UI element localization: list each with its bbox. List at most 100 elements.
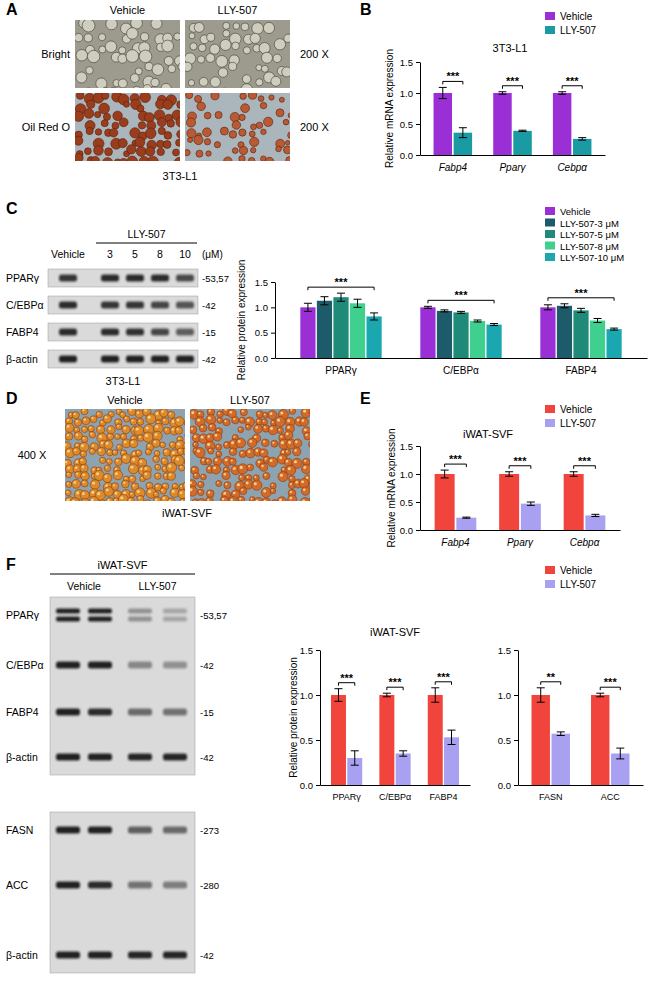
image-row-label: Oil Red O [22,121,71,133]
texture-dot [146,426,149,429]
significance-label: *** [446,70,460,82]
blot-band [128,952,152,959]
texture-dot [129,409,131,411]
texture-dot [279,456,282,459]
bar [444,737,459,785]
texture-dot [174,157,180,161]
texture-dot [190,486,197,496]
texture-dot [239,487,246,494]
significance-label: *** [437,671,451,683]
blot-band [128,827,152,834]
y-axis: 0.00.51.01.5 [300,645,321,791]
y-tick-mark [316,695,320,696]
x-tick: ACC [601,792,621,802]
x-tick: FABP4 [429,792,457,802]
image-caption: iWAT-SVF [162,507,212,519]
x-tick: PPARγ [325,365,357,376]
bar-chart: 0.00.51.01.5Fabp4PparγCebpαRelative mRNA… [386,404,621,548]
texture-dot [233,467,236,470]
texture-dot [177,443,180,446]
texture-dot [82,452,84,454]
texture-dot [75,153,83,161]
texture-dot [211,93,219,100]
texture-dot [131,420,133,422]
texture-dot [184,483,185,485]
x-tick: FABP4 [565,365,597,376]
error-bar [537,688,545,702]
x-axis-line [421,155,606,156]
texture-dot [107,433,114,440]
error-bar-cap [431,687,439,688]
texture-dot [198,44,206,52]
error-bar-cap [558,91,566,92]
y-axis: 0.00.51.01.5 [498,645,519,791]
blot-size-label: -15 [202,327,216,338]
texture-dot [294,449,296,451]
texture-dot [223,22,230,29]
texture-dot [95,129,101,135]
texture-dot [125,417,127,419]
texture-dot [67,450,70,453]
blot-band [88,617,112,622]
texture-dot [165,428,167,430]
error-bar-stem [620,748,621,759]
texture-dot [260,102,266,108]
image-column-label: LLY-507 [230,394,270,406]
error-bar-cap [320,304,328,305]
error-bar-stem [564,304,565,308]
texture-dot [130,74,139,83]
texture-dot [289,409,296,414]
blot-row-label: β-actin [6,751,38,763]
texture-dot [256,449,259,452]
texture-dot [106,442,109,445]
texture-dot [238,496,245,501]
texture-dot [206,490,214,498]
blot-membrane [50,597,195,775]
x-axis: Fabp4PparγCebpα [421,531,621,549]
texture-dot [198,412,200,414]
texture-dot [207,443,210,446]
texture-dot [208,467,210,469]
texture-dot [239,156,245,161]
blot-band [56,709,80,716]
texture-dot [103,473,112,482]
texture-dot [220,39,231,50]
texture-dot [108,460,110,462]
texture-dot [65,461,67,463]
texture-dot [263,22,274,33]
texture-dot [194,22,204,32]
error-bar-cap [462,517,470,518]
micrograph-texture [185,93,290,161]
micrograph [75,93,180,161]
texture-dot [129,499,131,501]
texture-dot [148,416,151,419]
texture-dot [106,466,108,468]
texture-dot [166,463,176,473]
texture-dot [261,419,267,425]
texture-dot [194,474,196,476]
texture-dot [180,485,182,487]
texture-dot [140,93,151,103]
error-bar-stem [540,688,541,702]
texture-dot [179,465,185,471]
texture-dot [178,62,180,71]
bar [379,695,394,785]
error-bar-cap [610,330,618,331]
texture-dot [129,491,135,497]
texture-dot [185,444,186,447]
texture-dot [161,443,163,445]
x-tick-label: Pparγ [507,537,534,548]
error-bar-cap [594,322,602,323]
texture-dot [168,411,175,418]
blot-band [88,882,112,889]
texture-dot [263,472,270,479]
texture-dot [208,423,216,431]
texture-dot [207,33,215,41]
texture-dot [263,500,266,501]
error-bar [304,303,312,311]
texture-dot [177,101,180,109]
error-bar [424,306,432,308]
texture-dot [229,62,237,70]
legend: VehicleLLY-507 [545,565,597,590]
blot-band [176,275,194,282]
